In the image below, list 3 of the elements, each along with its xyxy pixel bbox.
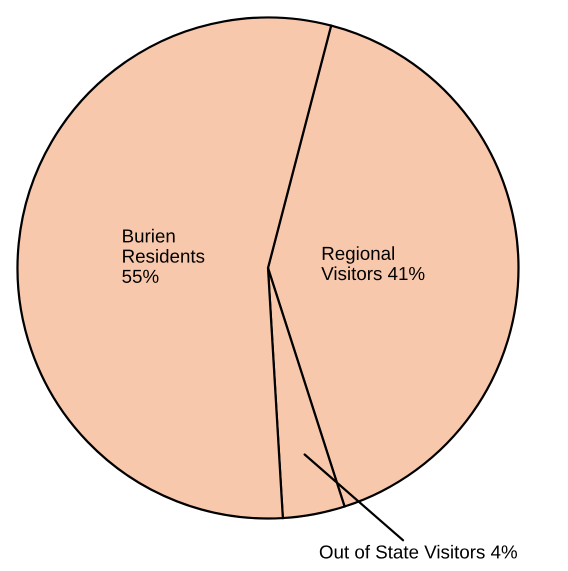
slice-label: Regional Visitors 41% <box>321 246 424 280</box>
slice-label: Burien Residents 55% <box>122 228 204 283</box>
slice-label: Out of State Visitors 4% <box>320 544 517 559</box>
